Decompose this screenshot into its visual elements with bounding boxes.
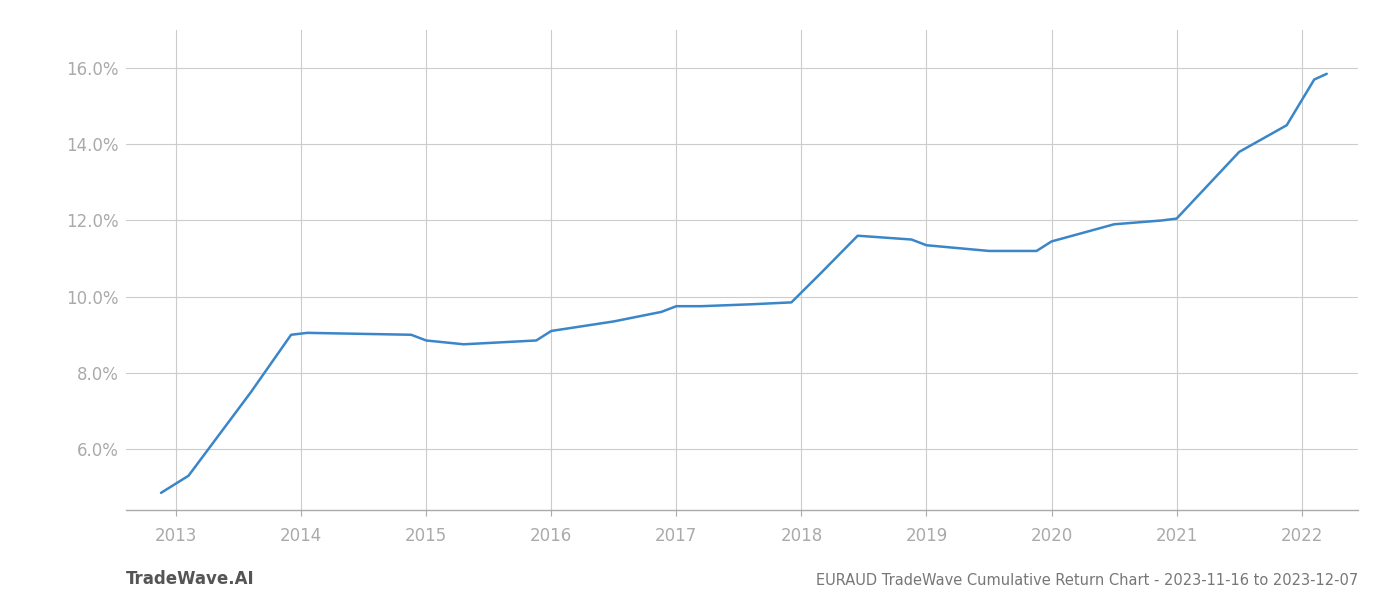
Text: EURAUD TradeWave Cumulative Return Chart - 2023-11-16 to 2023-12-07: EURAUD TradeWave Cumulative Return Chart… xyxy=(816,573,1358,588)
Text: TradeWave.AI: TradeWave.AI xyxy=(126,570,255,588)
